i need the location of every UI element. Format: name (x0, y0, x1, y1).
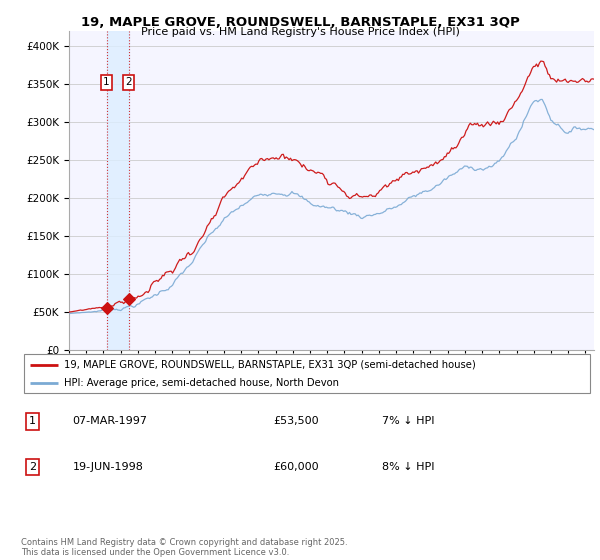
Text: 2: 2 (125, 77, 132, 87)
Text: 19, MAPLE GROVE, ROUNDSWELL, BARNSTAPLE, EX31 3QP (semi-detached house): 19, MAPLE GROVE, ROUNDSWELL, BARNSTAPLE,… (64, 360, 476, 370)
Text: 19-JUN-1998: 19-JUN-1998 (73, 462, 143, 472)
Text: HPI: Average price, semi-detached house, North Devon: HPI: Average price, semi-detached house,… (64, 379, 339, 389)
Text: 1: 1 (103, 77, 110, 87)
Point (124, 295, 133, 304)
Text: 8% ↓ HPI: 8% ↓ HPI (382, 462, 434, 472)
Bar (107, 31, 128, 350)
Text: 19, MAPLE GROVE, ROUNDSWELL, BARNSTAPLE, EX31 3QP: 19, MAPLE GROVE, ROUNDSWELL, BARNSTAPLE,… (80, 16, 520, 29)
FancyBboxPatch shape (24, 354, 590, 393)
Point (102, 303, 112, 312)
Text: £53,500: £53,500 (273, 416, 319, 426)
Text: Price paid vs. HM Land Registry's House Price Index (HPI): Price paid vs. HM Land Registry's House … (140, 27, 460, 37)
Text: 2: 2 (29, 462, 36, 472)
Text: 7% ↓ HPI: 7% ↓ HPI (382, 416, 434, 426)
Text: £60,000: £60,000 (273, 462, 319, 472)
Text: 1: 1 (29, 416, 36, 426)
Text: Contains HM Land Registry data © Crown copyright and database right 2025.
This d: Contains HM Land Registry data © Crown c… (21, 538, 347, 557)
Text: 07-MAR-1997: 07-MAR-1997 (73, 416, 148, 426)
